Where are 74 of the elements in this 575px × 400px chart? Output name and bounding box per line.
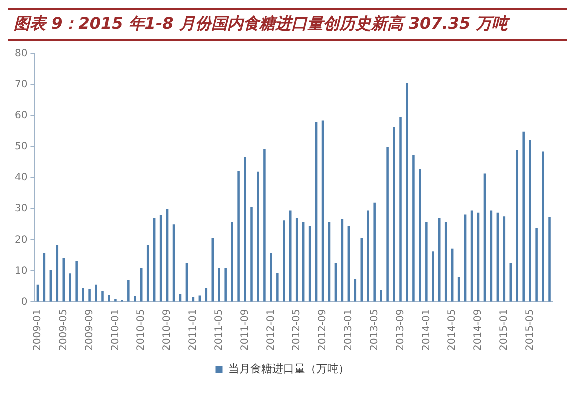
bar bbox=[542, 152, 544, 302]
bar bbox=[426, 222, 428, 302]
bar bbox=[88, 289, 91, 302]
bar bbox=[438, 218, 441, 302]
bar bbox=[516, 150, 519, 302]
bar bbox=[212, 238, 214, 302]
x-tick-label: 2010-05 bbox=[136, 309, 148, 352]
y-tick-label: 70 bbox=[14, 80, 28, 91]
bar bbox=[134, 296, 136, 302]
bar bbox=[374, 202, 376, 302]
bar bbox=[257, 172, 260, 302]
y-tick-label: 10 bbox=[14, 266, 28, 277]
y-tick-label: 60 bbox=[14, 110, 28, 122]
y-tick-label: 0 bbox=[21, 296, 28, 308]
y-tick-label: 20 bbox=[14, 234, 28, 246]
bar bbox=[102, 291, 104, 302]
bar bbox=[76, 261, 78, 302]
x-tick-label: 2012-01 bbox=[266, 309, 277, 352]
bar bbox=[412, 155, 415, 302]
x-tick-label: 2012-09 bbox=[318, 309, 329, 352]
x-tick-label: 2009-09 bbox=[84, 309, 96, 352]
bar bbox=[108, 295, 110, 302]
bar bbox=[393, 127, 396, 302]
x-tick-label: 2011-05 bbox=[214, 309, 225, 352]
bar bbox=[128, 280, 130, 302]
y-tick-label: 40 bbox=[14, 172, 28, 184]
x-tick-label: 2013-05 bbox=[369, 309, 380, 352]
bar bbox=[289, 210, 292, 302]
bar bbox=[432, 252, 434, 302]
x-tick-label: 2013-09 bbox=[395, 309, 406, 352]
bar bbox=[536, 228, 538, 302]
bar bbox=[264, 149, 266, 302]
legend-label: 当月食糖进口量（万吨） bbox=[228, 362, 350, 376]
x-tick-label: 2014-09 bbox=[473, 309, 484, 352]
bar bbox=[224, 268, 227, 302]
bar bbox=[140, 268, 143, 302]
bar bbox=[386, 147, 389, 302]
bar bbox=[218, 268, 220, 302]
y-tick-label: 50 bbox=[14, 142, 28, 153]
x-tick-label: 2011-01 bbox=[188, 309, 200, 352]
bar bbox=[114, 299, 117, 302]
bar bbox=[522, 132, 525, 302]
bar bbox=[95, 284, 98, 302]
bar bbox=[82, 288, 84, 302]
x-tick-label: 2014-05 bbox=[447, 309, 458, 352]
bar bbox=[69, 274, 72, 302]
bar bbox=[548, 218, 551, 302]
chart-title: 图表 9：2015 年1-8 月份国内食糖进口量创历史新高 307.35 万吨 bbox=[8, 8, 567, 41]
bar bbox=[529, 140, 532, 302]
bar bbox=[231, 222, 234, 302]
x-tick-label: 2010-09 bbox=[162, 309, 174, 352]
bar bbox=[244, 157, 246, 302]
bar bbox=[250, 206, 253, 302]
y-tick-label: 30 bbox=[14, 204, 28, 215]
bar bbox=[406, 83, 408, 302]
bar bbox=[270, 254, 272, 302]
y-tick-label: 80 bbox=[14, 48, 28, 60]
x-tick-label: 2014-01 bbox=[421, 309, 432, 352]
x-tick-label: 2010-01 bbox=[110, 309, 122, 352]
x-tick-label: 2013-01 bbox=[344, 309, 355, 352]
x-tick-label: 2011-09 bbox=[240, 309, 251, 352]
x-tick-label: 2009-05 bbox=[58, 309, 70, 352]
bar bbox=[283, 220, 286, 302]
x-tick-label: 2009-01 bbox=[32, 309, 44, 352]
x-tick-label: 2015-05 bbox=[524, 309, 536, 352]
x-tick-label: 2015-01 bbox=[499, 309, 510, 352]
bar bbox=[367, 210, 370, 302]
bar bbox=[276, 273, 279, 302]
bar bbox=[238, 170, 240, 302]
bar bbox=[400, 117, 402, 302]
x-tick-label: 2012-05 bbox=[292, 309, 303, 352]
bar bbox=[419, 169, 422, 302]
bar bbox=[380, 290, 382, 302]
bar bbox=[62, 258, 66, 302]
